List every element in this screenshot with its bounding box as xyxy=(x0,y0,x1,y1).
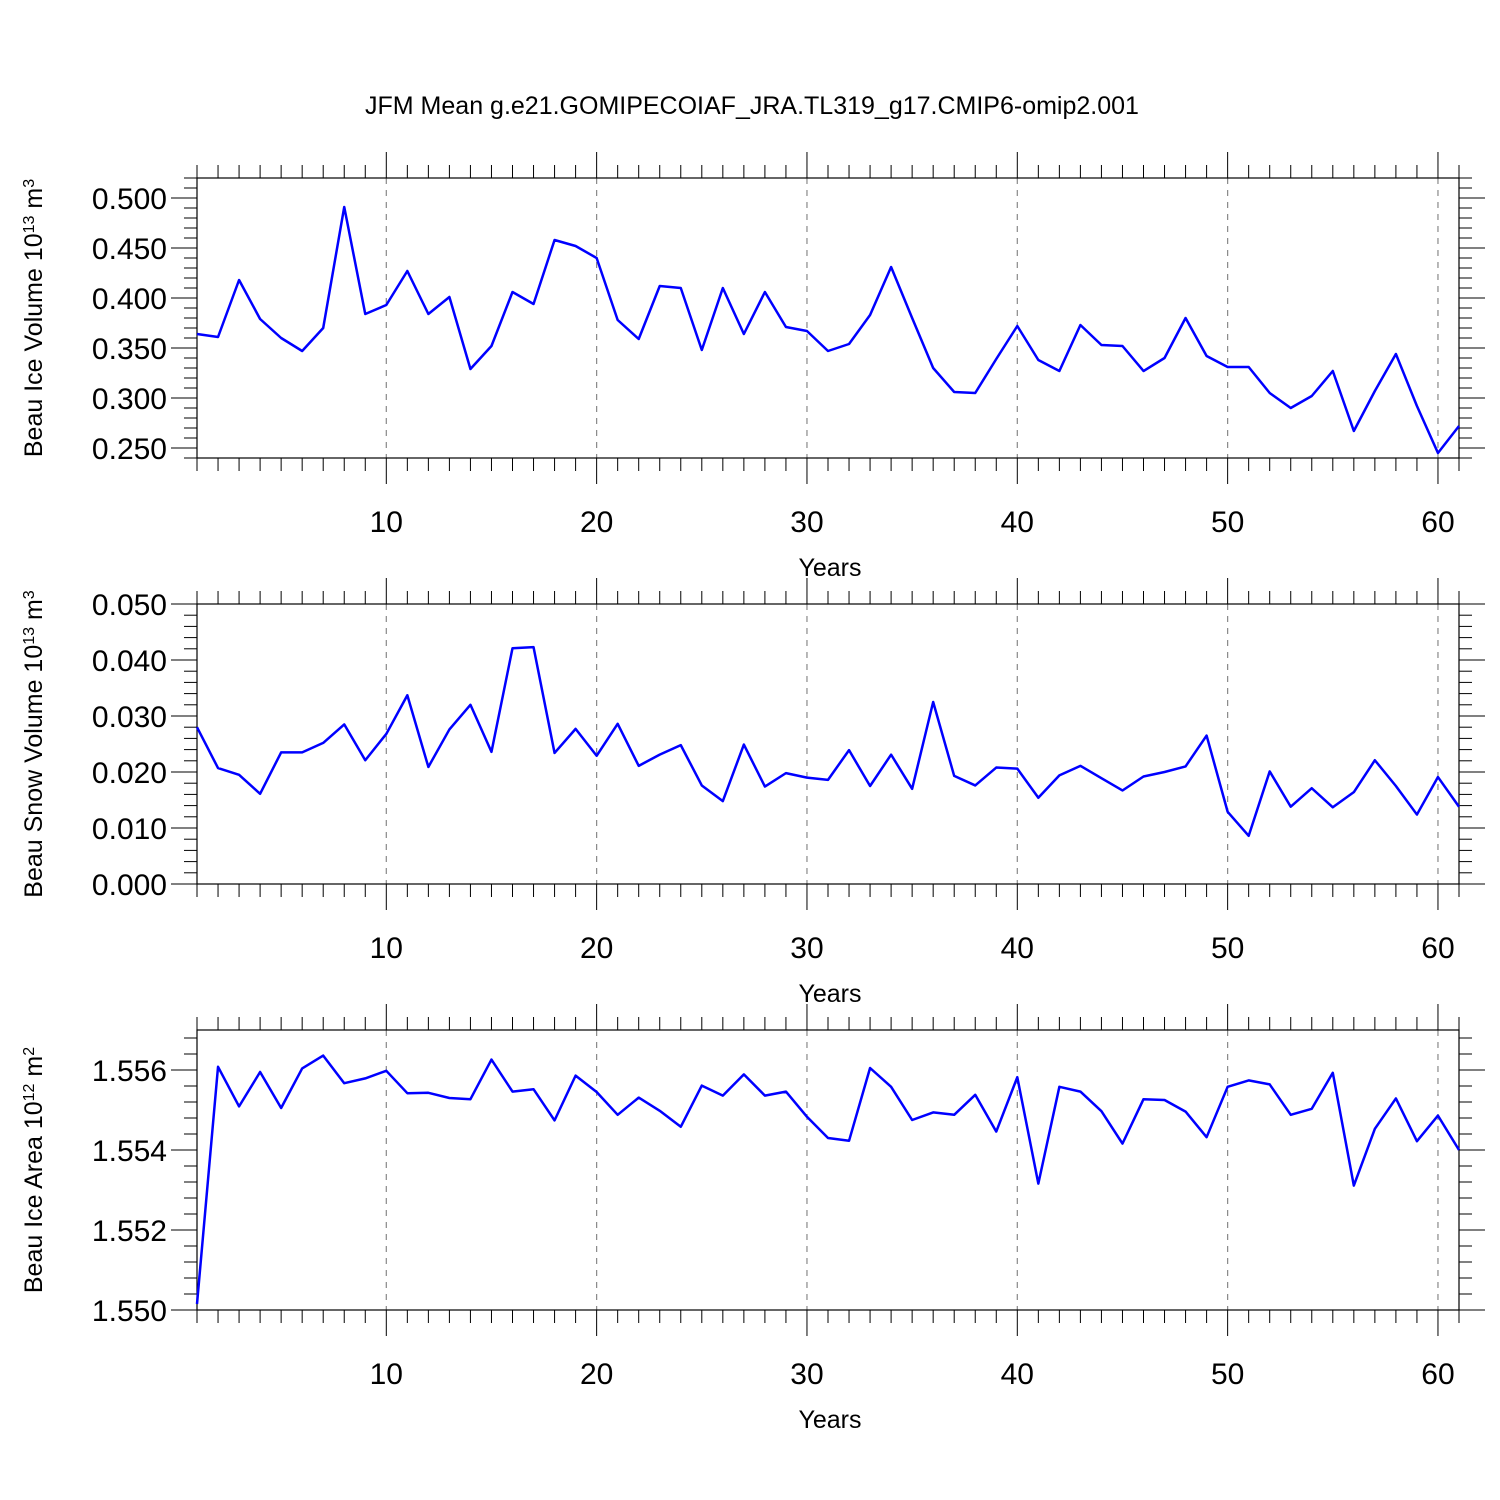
y-tick-label: 0.030 xyxy=(92,701,167,734)
x-tick-label: 50 xyxy=(1211,506,1244,539)
x-tick-label: 60 xyxy=(1421,506,1454,539)
y-tick-label: 0.300 xyxy=(92,383,167,416)
x-ticks xyxy=(196,152,1460,484)
y-axis-label: Beau Ice Area 1012 m2 xyxy=(20,1047,48,1293)
y-axis-label-text: m xyxy=(20,599,48,627)
y-axis-label-exponent: 12 xyxy=(21,1083,38,1101)
y-axis-label-text: Beau Ice Area 10 xyxy=(20,1101,48,1293)
x-ticks xyxy=(196,1004,1460,1336)
x-tick-label: 60 xyxy=(1421,932,1454,965)
y-axis-label-exponent: 3 xyxy=(21,179,38,188)
y-tick-label: 0.000 xyxy=(92,869,167,902)
x-tick-label: 40 xyxy=(1001,932,1034,965)
y-tick-label: 1.554 xyxy=(92,1135,167,1168)
x-axis-label: Years xyxy=(798,1406,861,1434)
x-axis-label: Years xyxy=(798,980,861,1008)
y-axis-label-exponent: 3 xyxy=(21,590,38,599)
data-points xyxy=(196,206,1460,454)
x-tick-label: 40 xyxy=(1001,506,1034,539)
x-tick-label: 50 xyxy=(1211,932,1244,965)
x-tick-label: 20 xyxy=(580,506,613,539)
x-axis-label: Years xyxy=(798,554,861,582)
chart-panel-2: 10 20 30 40 50 60 0.000 0.010 0.020 0.030 0.040 0.0… xyxy=(20,578,1485,1008)
data-points xyxy=(196,647,1460,836)
y-tick-label: 1.550 xyxy=(92,1295,167,1328)
x-tick-label: 10 xyxy=(370,1358,403,1391)
x-ticks xyxy=(196,578,1460,910)
y-axis-label-text: Beau Ice Volume 10 xyxy=(20,233,48,457)
x-tick-label: 30 xyxy=(790,932,823,965)
y-ticks xyxy=(171,603,1485,885)
y-ticks xyxy=(171,1037,1485,1311)
y-axis-label-text: Beau Snow Volume 10 xyxy=(20,645,48,898)
y-tick-label: 0.010 xyxy=(92,813,167,846)
chart-panel-1: 10 20 30 40 50 60 0.250 0.300 0.350 0.400 0.450 0.5… xyxy=(20,152,1485,582)
y-ticks xyxy=(171,177,1485,459)
y-tick-label: 1.556 xyxy=(92,1055,167,1088)
x-tick-label: 50 xyxy=(1211,1358,1244,1391)
y-tick-label: 0.050 xyxy=(92,589,167,622)
y-tick-label: 0.400 xyxy=(92,283,167,316)
data-points xyxy=(196,1055,1460,1305)
x-tick-label: 30 xyxy=(790,506,823,539)
x-tick-label: 40 xyxy=(1001,1358,1034,1391)
chart-panel-3: 10 20 30 40 50 60 1.550 1.552 1.554 1.556 Years Bea… xyxy=(20,1004,1485,1434)
x-tick-label: 20 xyxy=(580,932,613,965)
y-axis-label-text: m xyxy=(20,188,48,216)
figure-title: JFM Mean g.e21.GOMIPECOIAF_JRA.TL319_g17… xyxy=(365,92,1139,120)
y-tick-label: 1.552 xyxy=(92,1215,167,1248)
y-tick-label: 0.350 xyxy=(92,333,167,366)
y-axis-label: Beau Snow Volume 1013 m3 xyxy=(20,590,48,898)
y-tick-label: 0.020 xyxy=(92,757,167,790)
x-tick-label: 60 xyxy=(1421,1358,1454,1391)
y-axis-label-exponent: 2 xyxy=(21,1047,38,1056)
y-tick-label: 0.500 xyxy=(92,183,167,216)
y-axis-label-exponent: 13 xyxy=(21,215,38,233)
x-tick-label: 20 xyxy=(580,1358,613,1391)
y-axis-label-text: m xyxy=(20,1056,48,1084)
x-tick-label: 10 xyxy=(370,506,403,539)
y-tick-label: 0.450 xyxy=(92,233,167,266)
x-tick-label: 10 xyxy=(370,932,403,965)
y-tick-label: 0.250 xyxy=(92,433,167,466)
y-axis-label-exponent: 13 xyxy=(21,627,38,645)
y-axis-label: Beau Ice Volume 1013 m3 xyxy=(20,179,48,457)
y-tick-label: 0.040 xyxy=(92,645,167,678)
panels: 10 20 30 40 50 60 0.250 0.300 0.350 0.400 0.450 0.5… xyxy=(20,152,1485,1434)
x-tick-label: 30 xyxy=(790,1358,823,1391)
